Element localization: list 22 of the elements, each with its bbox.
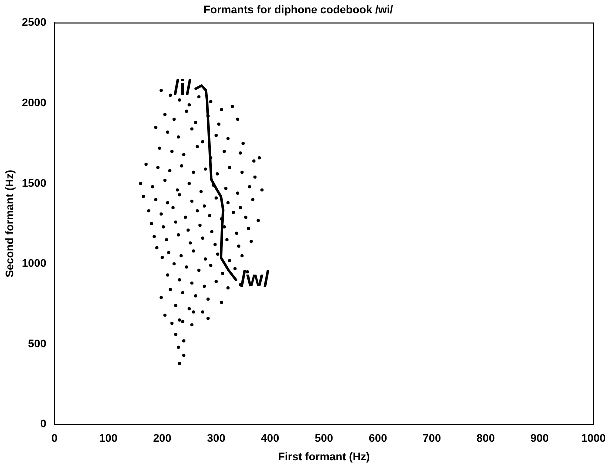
x-axis-title: First formant (Hz) bbox=[278, 451, 370, 464]
y-tick-label: 2500 bbox=[22, 17, 47, 30]
y-tick-label: 0 bbox=[40, 418, 47, 431]
annotation: /i/ bbox=[174, 75, 192, 100]
x-tick-label: 600 bbox=[368, 433, 388, 446]
y-tick-label: 1000 bbox=[22, 258, 47, 270]
y-tick-label: 1500 bbox=[22, 178, 47, 190]
y-axis-title: Second formant (Hz) bbox=[4, 170, 17, 278]
x-tick-label: 0 bbox=[52, 433, 58, 446]
annotation: /w/ bbox=[240, 266, 270, 292]
x-tick-label: 800 bbox=[476, 433, 496, 446]
chart-title: Formants for diphone codebook /wi/ bbox=[204, 4, 394, 17]
x-tick-label: 900 bbox=[530, 433, 550, 446]
x-tick-label: 200 bbox=[153, 433, 172, 446]
y-tick-label: 2000 bbox=[22, 98, 47, 110]
x-tick-label: 500 bbox=[315, 433, 334, 446]
y-tick-label: 500 bbox=[28, 338, 47, 350]
x-tick-label: 1000 bbox=[582, 433, 606, 446]
x-tick-label: 400 bbox=[261, 433, 280, 446]
x-tick-label: 300 bbox=[207, 433, 226, 446]
x-tick-label: 100 bbox=[99, 433, 118, 446]
x-tick-label: 700 bbox=[422, 433, 442, 446]
